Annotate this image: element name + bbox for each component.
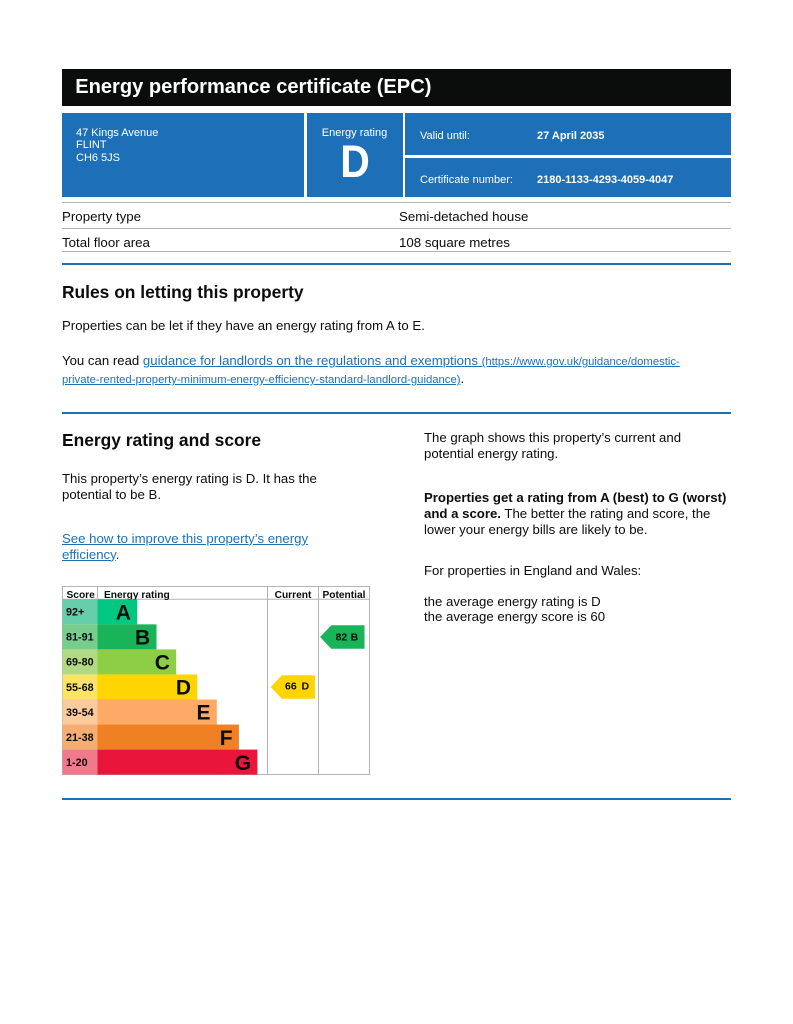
svg-text:66: 66 (285, 681, 297, 693)
svg-text:B: B (135, 627, 150, 650)
svg-text:G: G (235, 752, 251, 775)
svg-text:A: A (116, 602, 131, 625)
svg-text:B: B (351, 632, 359, 644)
svg-text:1-20: 1-20 (66, 757, 88, 769)
svg-text:C: C (155, 652, 170, 675)
svg-text:69-80: 69-80 (66, 657, 94, 669)
svg-text:Energy rating: Energy rating (104, 590, 170, 601)
svg-text:81-91: 81-91 (66, 632, 94, 644)
svg-text:D: D (176, 677, 191, 700)
svg-text:Score: Score (67, 590, 96, 601)
svg-text:21-38: 21-38 (66, 732, 94, 744)
svg-text:82: 82 (336, 632, 348, 644)
svg-text:E: E (196, 702, 210, 725)
svg-text:92+: 92+ (66, 607, 84, 619)
svg-text:Current: Current (275, 590, 312, 601)
svg-text:55-68: 55-68 (66, 682, 94, 694)
svg-text:Potential: Potential (322, 590, 365, 601)
svg-text:D: D (302, 681, 310, 693)
svg-text:F: F (220, 727, 233, 750)
svg-text:39-54: 39-54 (66, 707, 94, 719)
